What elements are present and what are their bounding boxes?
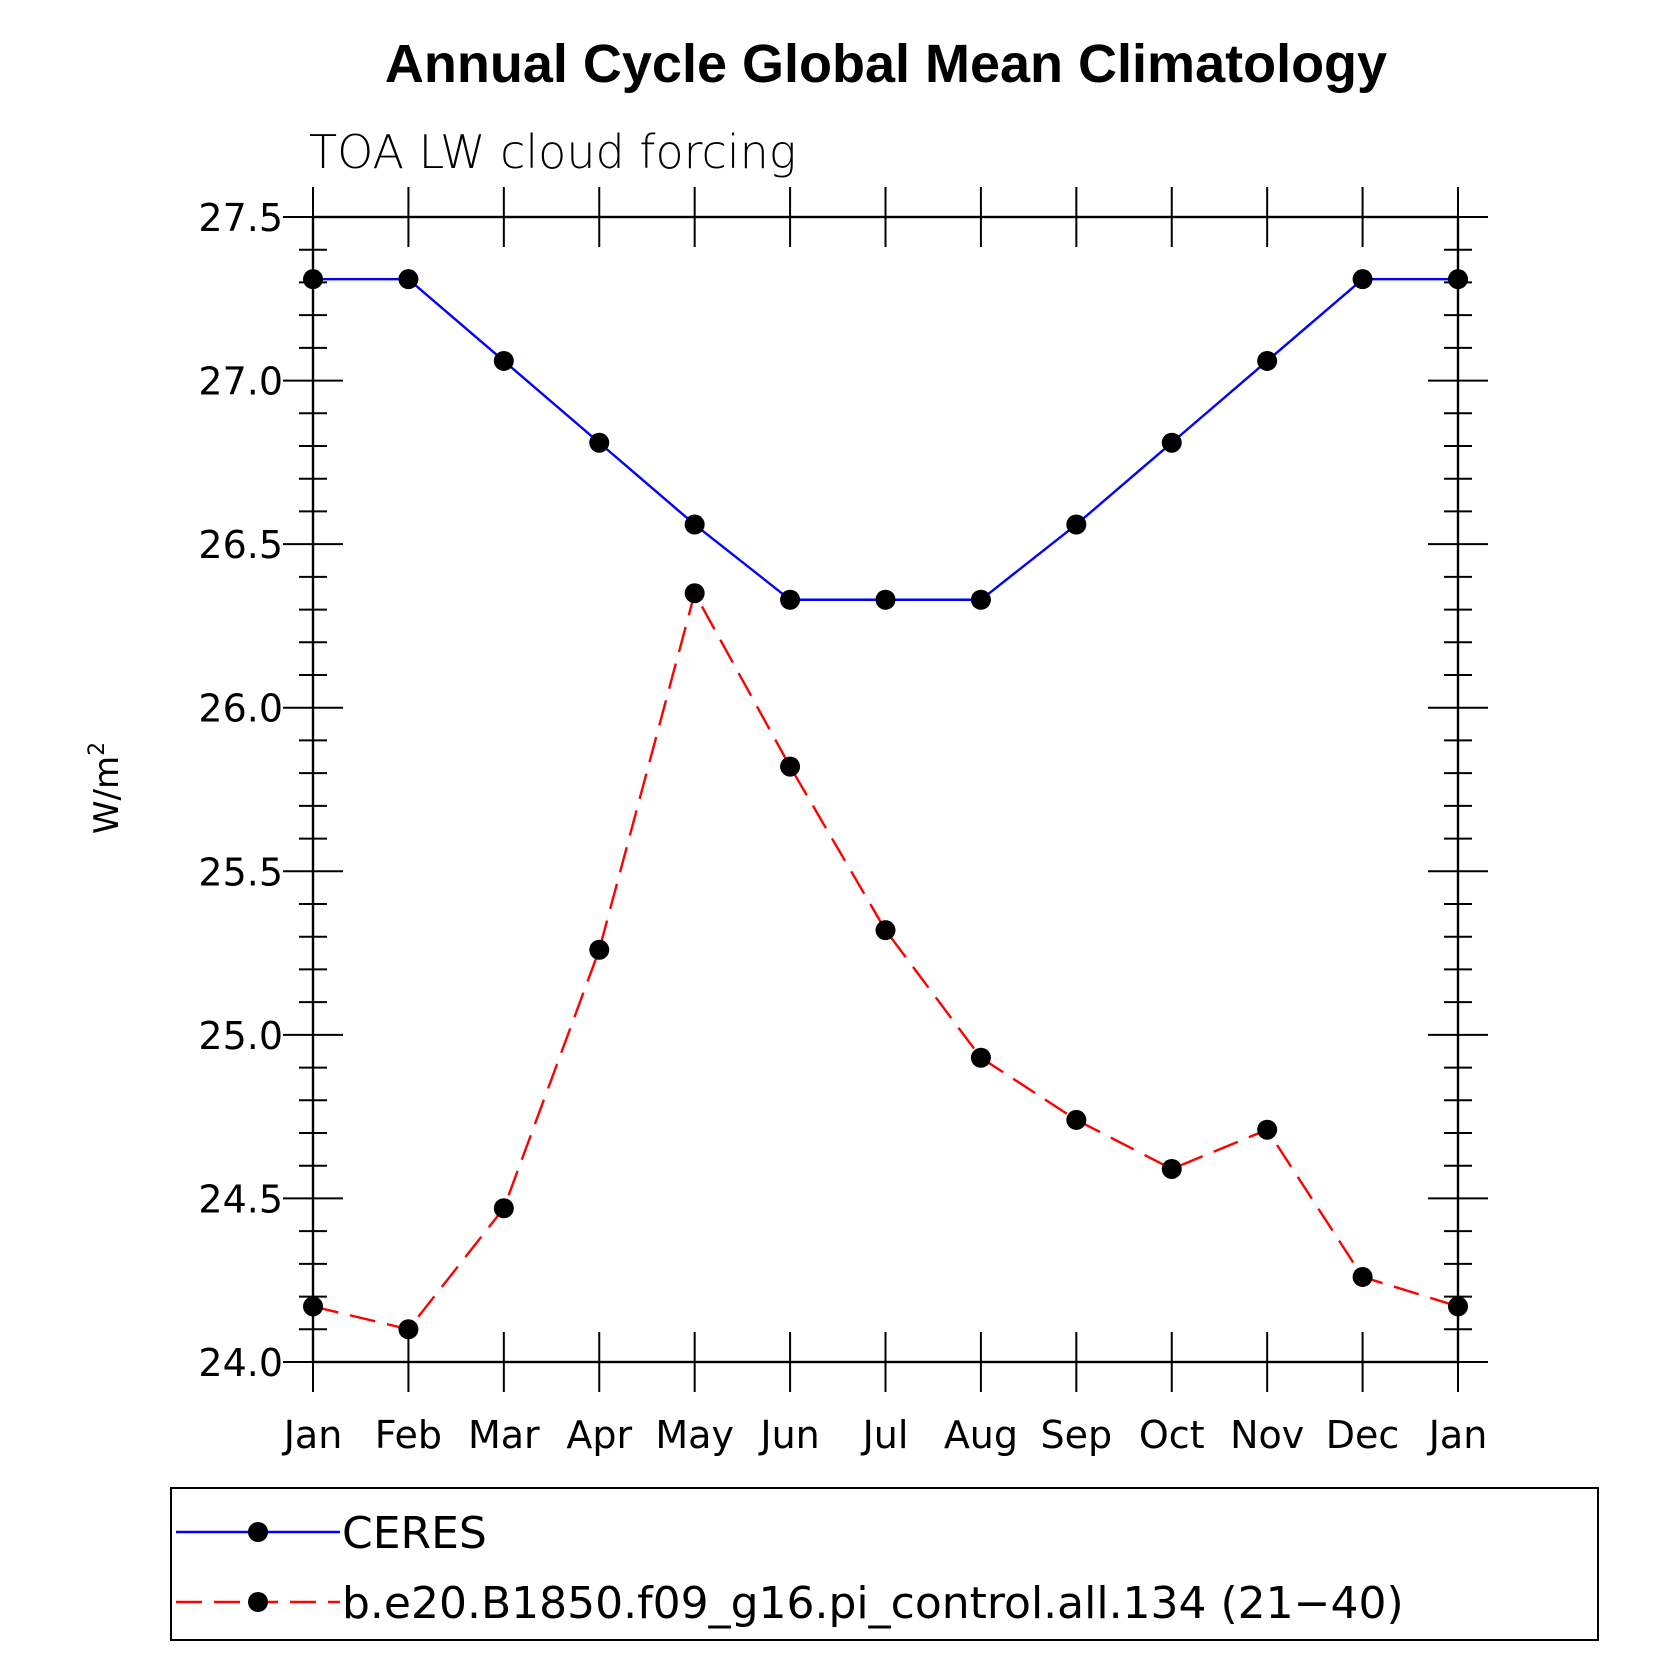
series-0-point: [493, 350, 514, 371]
series-0-point: [970, 589, 991, 610]
series-1-point: [970, 1047, 991, 1068]
y-tick-label: 24.5: [198, 1177, 283, 1221]
series-0-point: [398, 269, 419, 290]
series-0-point: [875, 589, 896, 610]
series-1-point: [589, 939, 610, 960]
series-1-point: [493, 1198, 514, 1219]
series-1-point: [875, 920, 896, 941]
x-tick-label: Oct: [1139, 1413, 1205, 1457]
series-1-point: [1352, 1266, 1373, 1287]
x-tick-label: Jul: [861, 1413, 909, 1457]
y-tick-label: 26.0: [198, 687, 283, 731]
x-tick-label: Mar: [468, 1413, 540, 1457]
series-0-point: [589, 432, 610, 453]
series-1-point: [1448, 1296, 1468, 1317]
legend-box: [170, 1487, 1599, 1641]
series-1-point: [1257, 1119, 1278, 1140]
x-tick-label: Jun: [758, 1413, 819, 1457]
series-1-point: [303, 1296, 323, 1317]
y-axis-label-text: W/m: [87, 756, 127, 834]
x-tick-label: Nov: [1230, 1413, 1304, 1457]
legend: CERES b.e20.B1850.f09_g16.pi_control.all…: [170, 1487, 1599, 1641]
legend-model-marker: [248, 1592, 268, 1612]
x-tick-label: Apr: [566, 1413, 632, 1457]
series-line-0: [313, 277, 1458, 601]
series-layer: [303, 269, 1468, 1340]
plot-frame: [311, 215, 1460, 1364]
x-tick-label: May: [655, 1413, 734, 1457]
x-tick-label: Feb: [375, 1413, 442, 1457]
y-tick-label: 25.5: [198, 850, 283, 894]
y-tick-label: 24.0: [198, 1341, 283, 1385]
x-tick-label: Sep: [1041, 1413, 1113, 1457]
x-tick-label: Jan: [1427, 1413, 1488, 1457]
series-0-point: [684, 514, 705, 535]
series-1-point: [1161, 1158, 1182, 1179]
series-0-point: [303, 269, 323, 290]
y-tick-label: 26.5: [198, 523, 283, 567]
series-1-point: [398, 1319, 419, 1340]
series-0-point: [1066, 514, 1087, 535]
legend-ceres-marker: [248, 1522, 268, 1542]
x-tick-label: Aug: [944, 1413, 1018, 1457]
legend-ceres-label: CERES: [342, 1508, 487, 1559]
series-0-point: [780, 589, 801, 610]
chart-title: Annual Cycle Global Mean Climatology: [385, 34, 1387, 94]
series-0-point: [1257, 350, 1278, 371]
y-tick-label: 27.5: [198, 196, 283, 240]
chart-subtitle: TOA LW cloud forcing: [309, 125, 796, 179]
series-1-point: [1066, 1109, 1087, 1130]
x-tick-label: Jan: [282, 1413, 343, 1457]
series-0-point: [1161, 432, 1182, 453]
series-0-point: [1352, 269, 1373, 290]
series-1-point: [780, 756, 801, 777]
axes: 24.0 24.5 25.0 25.5 26.0 26.5 27.0 27.5 Jan Feb Ma…: [198, 187, 1488, 1457]
x-tick-label: Dec: [1326, 1413, 1400, 1457]
y-axis-label: W/m2: [85, 742, 127, 834]
series-1-point: [684, 583, 705, 604]
series-0-point: [1448, 269, 1468, 290]
y-tick-label: 25.0: [198, 1014, 283, 1058]
series-line-1: [312, 590, 1459, 1331]
y-tick-label: 27.0: [198, 360, 283, 404]
y-axis-label-superscript: 2: [85, 742, 110, 756]
legend-model-label: b.e20.B1850.f09_g16.pi_control.all.134 (…: [342, 1578, 1404, 1629]
